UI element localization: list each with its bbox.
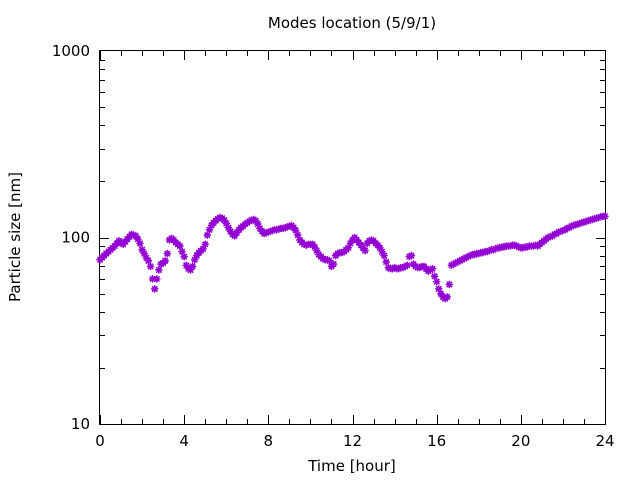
data-point [445, 280, 454, 289]
y-tick-label: 100 [61, 229, 90, 247]
data-point [153, 275, 161, 283]
data-point [432, 277, 441, 286]
data-point [150, 285, 159, 293]
data-point [176, 242, 184, 250]
data-point [428, 264, 437, 273]
x-tick-label: 20 [511, 432, 530, 450]
data-point [136, 239, 144, 248]
data-points [96, 212, 609, 303]
data-point [161, 257, 170, 265]
y-tick-label: 1000 [52, 42, 90, 60]
plot-frame [99, 50, 606, 425]
data-point [601, 212, 609, 221]
data-point [403, 261, 412, 270]
data-point [380, 251, 388, 260]
x-tick-label: 0 [95, 432, 105, 450]
data-point [382, 258, 390, 266]
axis-ticks: 0 4 8 12 16 20 24 10 100 1000 [52, 42, 615, 450]
y-tick-label: 10 [71, 415, 90, 433]
x-tick-label: 12 [343, 432, 362, 450]
x-axis-label: Time [hour] [307, 457, 396, 475]
x-tick-label: 8 [264, 432, 274, 450]
data-point [146, 262, 155, 271]
data-point [203, 231, 212, 239]
data-point [188, 262, 197, 271]
data-point [329, 260, 338, 268]
data-point [430, 272, 439, 281]
x-tick-label: 4 [179, 432, 189, 450]
y-axis-label: Particle size [nm] [6, 172, 24, 302]
data-point [163, 249, 172, 258]
data-point [407, 251, 416, 260]
data-point [325, 257, 334, 265]
data-point [144, 257, 153, 265]
x-tick-label: 16 [427, 432, 446, 450]
data-point [361, 246, 369, 255]
x-tick-label: 24 [595, 432, 614, 450]
data-point [180, 252, 188, 261]
data-point [443, 293, 451, 301]
data-point [155, 266, 163, 274]
chart-title: Modes location (5/9/1) [268, 14, 436, 32]
data-point [201, 240, 210, 249]
